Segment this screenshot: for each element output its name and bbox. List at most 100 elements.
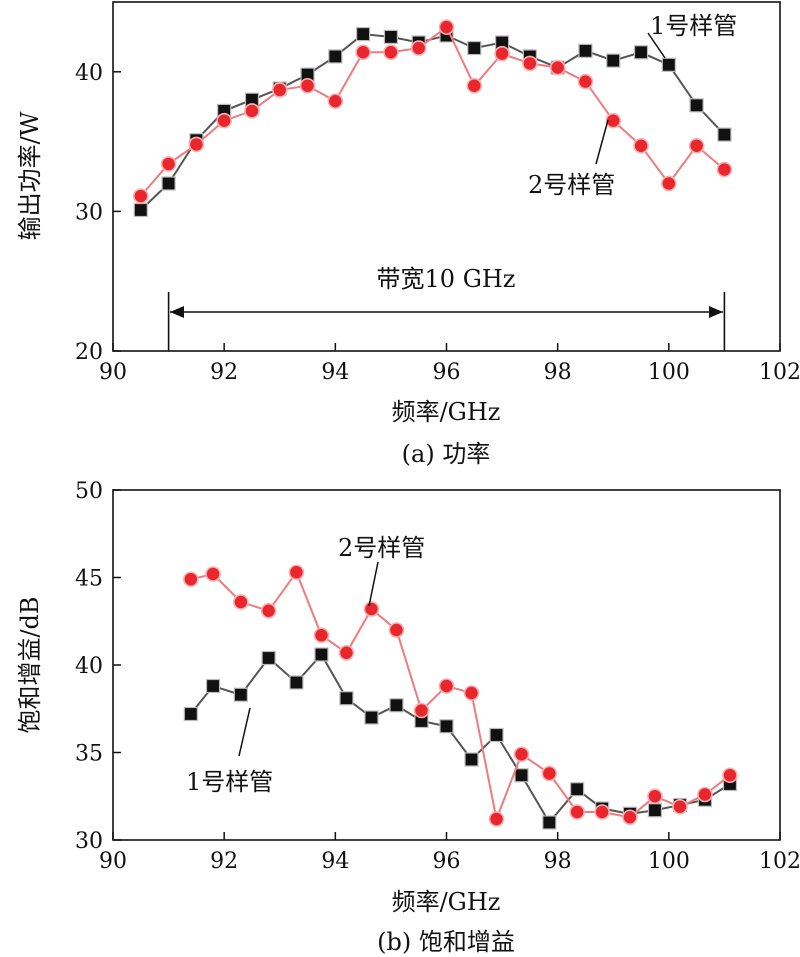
callout-b-tube2: 2号样管	[338, 534, 425, 562]
chart-a-series-1-point	[383, 29, 399, 44]
chart-a-ytick-label: 30	[75, 200, 103, 225]
chart-b-series-1-point	[542, 815, 557, 830]
chart-a-xtick-label: 92	[210, 360, 238, 385]
chart-a-series-1-point	[633, 45, 649, 60]
chart-b-series-1-point	[514, 768, 529, 783]
chart-a-ylabel: 输出功率/W	[16, 111, 44, 240]
chart-a-series-2-point	[688, 137, 705, 154]
chart-a-series-2-line	[140, 25, 726, 197]
chart-a-series-layer	[132, 19, 733, 218]
chart-a-series-2-point	[160, 156, 177, 172]
chart-a-frame	[112, 1, 781, 352]
bandwidth-right-arrowhead	[709, 306, 723, 318]
chart-a-series-2-point	[327, 93, 344, 109]
chart-a-series-2-point	[410, 40, 427, 56]
chart-a-series-2-point	[522, 55, 538, 72]
chart-b-series-2-point	[463, 685, 480, 701]
callout-a-tube1-leader	[647, 32, 666, 59]
chart-b-ylabel: 饱和增益/dB	[16, 596, 44, 733]
chart-a-ticks: 90 92 94 96 98 100 102 20 30 40	[75, 61, 800, 385]
chart-a-series-1-point	[689, 98, 704, 113]
chart-a-series-1-point	[661, 57, 676, 72]
chart-a-series-2-point	[577, 73, 594, 90]
chart-a-xtick-label: 100	[648, 360, 690, 385]
chart-a-xtick-label: 90	[99, 360, 127, 385]
chart-a-series-2-point	[188, 136, 205, 153]
chart-a-series-2-point	[716, 161, 733, 178]
chart-b-xlabel: 频率/GHz	[392, 888, 501, 916]
chart-b-series-1-point	[261, 650, 276, 666]
chart-a-series-1-point	[133, 202, 148, 218]
chart-b: 90 92 94 96 98 100 102 30 35 40 45 50 2号样管 1号样管 频率/…	[16, 479, 800, 956]
chart-a-caption: (a) 功率	[402, 440, 491, 468]
chart-b-series-1-point	[647, 803, 663, 818]
chart-a-ytick-label: 20	[75, 340, 103, 365]
chart-b-ytick-label: 30	[75, 829, 103, 854]
chart-b-series-2-point	[183, 571, 199, 588]
chart-b-xtick-label: 94	[321, 849, 349, 874]
chart-b-ytick-label: 45	[75, 567, 103, 592]
chart-b-series-2-point	[622, 809, 638, 826]
chart-a-series-2-point	[633, 137, 649, 154]
chart-b-series-2-line	[190, 570, 731, 823]
chart-a-xtick-label: 98	[544, 360, 572, 385]
chart-b-series-1-point	[314, 647, 329, 662]
chart-a-series-2-point	[383, 44, 399, 61]
chart-a-series-2-point	[132, 188, 149, 204]
chart-b-series-2-point	[594, 804, 610, 820]
chart-b-series-2-point	[513, 746, 530, 763]
chart-b-series-2-point	[722, 767, 738, 784]
chart-b-series-2-point	[413, 702, 430, 719]
chart-a-xlabel: 频率/GHz	[392, 398, 501, 426]
chart-a-series-1-point	[717, 127, 732, 142]
chart-b-series-2-point	[233, 594, 249, 610]
callout-b-tube1-leader	[238, 707, 251, 757]
chart-a-series-2-point	[216, 112, 232, 129]
chart-a-series-1-point	[356, 27, 371, 42]
chart-b-ytick-label: 50	[75, 479, 103, 504]
callout-b-tube1: 1号样管	[186, 768, 273, 796]
bandwidth-label: 带宽10 GHz	[377, 265, 516, 293]
chart-b-series-2-point	[363, 601, 380, 617]
chart-a-series-2-point	[466, 77, 483, 94]
chart-a-series-2-point	[438, 19, 455, 35]
chart-b-series-2-point	[205, 566, 221, 582]
chart-b-ytick-label: 35	[75, 742, 103, 767]
chart-b-series-2-point	[313, 627, 330, 644]
chart-b-series-2-point	[438, 678, 455, 694]
chart-b-series-2-point	[388, 622, 405, 638]
chart-b-series-1-point	[339, 691, 354, 706]
chart-a-series-1-point	[606, 53, 621, 68]
chart-b-series-1-point	[183, 706, 198, 722]
chart-b-series-1-point	[464, 752, 479, 767]
chart-b-series-1-point	[570, 782, 585, 797]
chart-b-ticks: 90 92 94 96 98 100 102 30 35 40 45 50	[75, 479, 800, 874]
chart-b-xtick-label: 96	[433, 849, 461, 874]
chart-b-series-2-point	[697, 786, 713, 803]
chart-a-series-2-point	[355, 44, 371, 61]
bandwidth-left-arrowhead	[170, 306, 184, 318]
chart-b-xtick-label: 100	[648, 849, 690, 874]
chart-b-series-2-point	[672, 798, 688, 815]
chart-b-series-2-point	[338, 644, 355, 661]
callout-b-tube2-leader	[368, 561, 379, 607]
chart-b-series-2-point	[647, 788, 663, 805]
chart-b-series-1-point	[289, 675, 304, 690]
chart-a-series-2-point	[549, 59, 566, 76]
chart-b-series-layer	[183, 564, 738, 830]
chart-a-series-1-point	[467, 40, 482, 56]
chart-a-series-2-point	[271, 82, 288, 98]
chart-b-ytick-label: 40	[75, 654, 103, 679]
chart-a-series-1-point	[161, 176, 176, 191]
chart-b-xtick-label: 90	[99, 849, 127, 874]
chart-b-caption: (b) 饱和增益	[377, 928, 515, 956]
chart-b-series-1-point	[364, 710, 379, 725]
chart-a-series-2-point	[661, 175, 677, 192]
chart-b-series-2-point	[288, 564, 305, 581]
chart-a: 90 92 94 96 98 100 102 20 30 40 带宽10 GHz 1号样管 2号样…	[16, 1, 800, 468]
chart-b-series-2-point	[541, 765, 558, 782]
chart-b-series-1-point	[233, 687, 248, 702]
chart-b-series-1-point	[205, 678, 221, 694]
chart-b-xtick-label: 98	[544, 849, 572, 874]
